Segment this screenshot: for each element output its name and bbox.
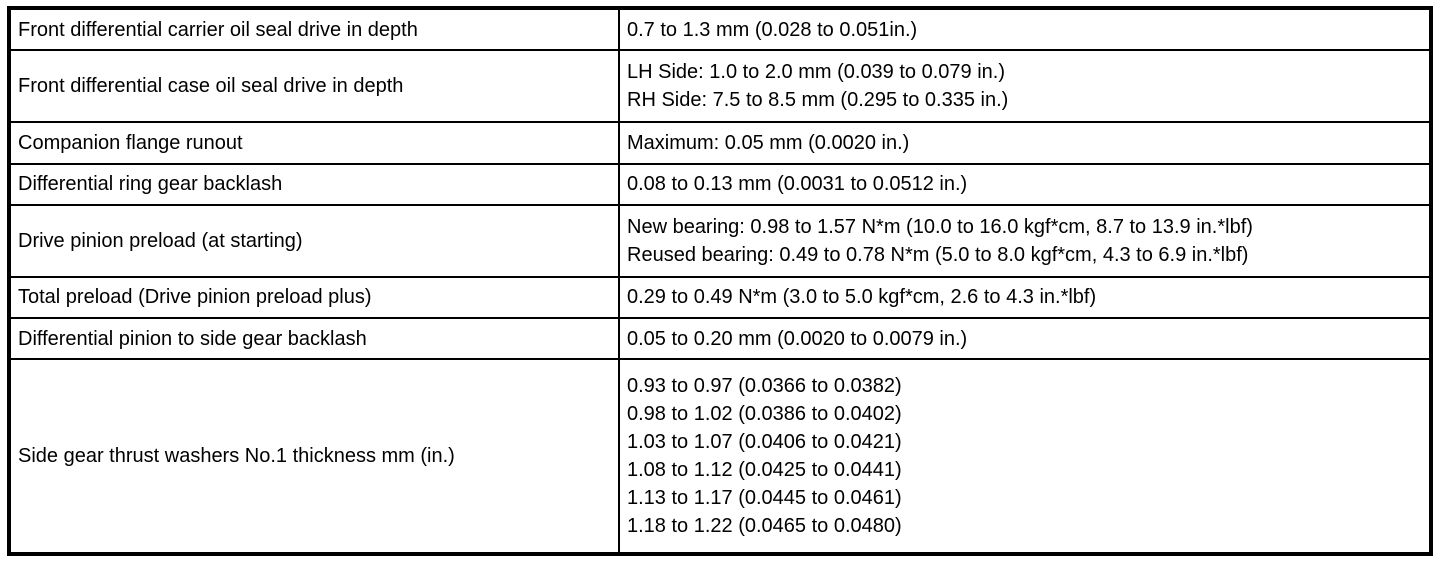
spec-value-cell: 0.05 to 0.20 mm (0.0020 to 0.0079 in.) (618, 316, 1432, 361)
spec-label-cell: Side gear thrust washers No.1 thickness … (8, 358, 620, 555)
spec-label-cell: Companion flange runout (8, 121, 620, 165)
spec-value-cell: LH Side: 1.0 to 2.0 mm (0.039 to 0.079 i… (618, 49, 1432, 124)
table-row: Drive pinion preload (at starting) New b… (8, 203, 1432, 278)
table-row: Side gear thrust washers No.1 thickness … (8, 358, 1432, 555)
spec-value-cell: 0.29 to 0.49 N*m (3.0 to 5.0 kgf*cm, 2.6… (618, 275, 1432, 319)
spec-label-cell: Front differential case oil seal drive i… (8, 49, 620, 124)
table-row: Total preload (Drive pinion preload plus… (8, 275, 1432, 319)
table-row: Differential ring gear backlash 0.08 to … (8, 162, 1432, 206)
spec-label-cell: Total preload (Drive pinion preload plus… (8, 275, 620, 319)
spec-label-cell: Drive pinion preload (at starting) (8, 203, 620, 278)
spec-value-cell: New bearing: 0.98 to 1.57 N*m (10.0 to 1… (618, 203, 1432, 278)
table-row: Front differential case oil seal drive i… (8, 49, 1432, 124)
table-row: Companion flange runout Maximum: 0.05 mm… (8, 121, 1432, 165)
spec-label-cell: Differential ring gear backlash (8, 162, 620, 206)
spec-value-cell: Maximum: 0.05 mm (0.0020 in.) (618, 121, 1432, 165)
spec-value-cell: 0.08 to 0.13 mm (0.0031 to 0.0512 in.) (618, 162, 1432, 206)
spec-value-cell: 0.7 to 1.3 mm (0.028 to 0.051in.) (618, 6, 1432, 52)
spec-table: Front differential carrier oil seal driv… (7, 6, 1433, 556)
table-row: Differential pinion to side gear backlas… (8, 316, 1432, 361)
spec-label-cell: Differential pinion to side gear backlas… (8, 316, 620, 361)
table-row: Front differential carrier oil seal driv… (8, 6, 1432, 52)
spec-value-cell: 0.93 to 0.97 (0.0366 to 0.0382) 0.98 to … (618, 358, 1432, 555)
spec-label-cell: Front differential carrier oil seal driv… (8, 6, 620, 52)
